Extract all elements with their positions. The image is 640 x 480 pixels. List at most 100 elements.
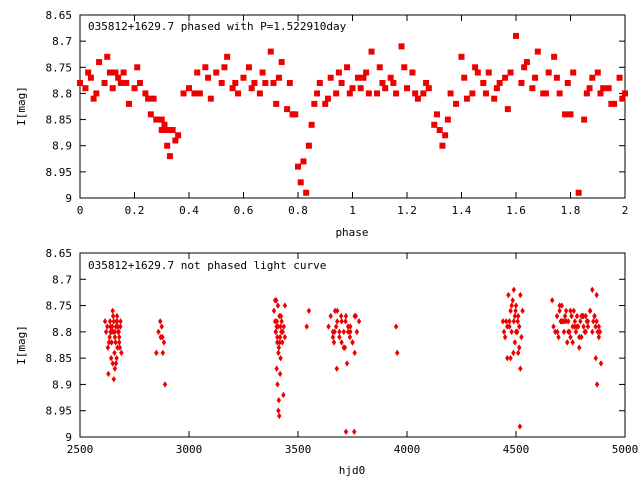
- x-tick-label: 3000: [176, 443, 203, 456]
- data-point: [343, 318, 348, 325]
- data-point: [561, 328, 567, 336]
- data-point: [154, 349, 159, 357]
- data-point: [166, 153, 173, 160]
- plot-frame: [79, 252, 626, 438]
- data-point: [90, 95, 97, 102]
- y-tick-label: 8.9: [52, 140, 72, 153]
- data-point: [282, 302, 288, 309]
- data-point: [376, 64, 383, 71]
- x-tick-label: 0: [77, 204, 84, 217]
- data-point: [581, 312, 586, 320]
- data-point: [509, 302, 514, 309]
- data-point: [278, 312, 284, 320]
- y-tick-label: 8.75: [46, 61, 73, 74]
- data-point: [511, 318, 517, 325]
- unphased-light-curve-chart: 2500 3000 3500 4000 4500 5000 8.65 8.7 8.75 8.8 8.…: [15, 247, 638, 477]
- data-point: [106, 370, 111, 378]
- data-point: [106, 339, 112, 346]
- data-point: [363, 69, 370, 76]
- data-point: [327, 74, 334, 81]
- data-point: [158, 116, 165, 123]
- data-point: [555, 328, 560, 336]
- data-point: [278, 323, 283, 330]
- x-axis-label: hjd0: [339, 464, 366, 477]
- data-point: [567, 111, 574, 118]
- data-point: [160, 349, 166, 357]
- data-point: [554, 312, 560, 320]
- data-point: [278, 59, 285, 66]
- data-point: [605, 85, 612, 92]
- data-point: [506, 291, 511, 299]
- data-point: [365, 90, 372, 97]
- data-point: [205, 74, 212, 81]
- data-point: [93, 90, 100, 97]
- data-point: [622, 90, 628, 97]
- x-tick-label: 1.2: [397, 204, 417, 217]
- data-point: [118, 323, 123, 330]
- data-point: [598, 360, 604, 367]
- data-point: [284, 106, 291, 113]
- data-point: [172, 137, 179, 144]
- data-point: [275, 339, 280, 346]
- data-point: [110, 307, 115, 315]
- data-point: [458, 53, 465, 60]
- data-point: [590, 286, 595, 293]
- data-point: [585, 318, 591, 325]
- x-tick-label: 1.6: [506, 204, 526, 217]
- y-tick-label: 8.85: [46, 352, 73, 365]
- data-point: [113, 339, 118, 346]
- data-point: [116, 328, 122, 336]
- data-point: [102, 318, 108, 325]
- data-point: [551, 53, 558, 60]
- data-point: [485, 69, 492, 76]
- data-point: [398, 43, 405, 50]
- data-point: [303, 189, 310, 196]
- data-point: [503, 318, 509, 325]
- y-tick-label: 8.9: [52, 378, 72, 391]
- data-point: [326, 323, 331, 330]
- data-point: [387, 74, 394, 81]
- data-point: [147, 111, 154, 118]
- data-point: [112, 365, 118, 372]
- data-point: [271, 307, 277, 315]
- data-point: [158, 127, 165, 134]
- data-point: [275, 323, 281, 330]
- data-point: [272, 297, 278, 304]
- data-point: [586, 85, 593, 92]
- data-point: [262, 79, 269, 86]
- data-point: [354, 328, 360, 336]
- data-point: [368, 48, 375, 55]
- phased-light-curve-chart: 0 0.2 0.4 0.6 0.8 1 1.2 1.4 1.6 1.8 2 8.65 8.7 8.75 8.…: [15, 9, 628, 239]
- data-point: [256, 90, 263, 97]
- data-point: [501, 328, 507, 336]
- x-tick-label: 0.2: [125, 204, 145, 217]
- data-point: [594, 291, 599, 299]
- data-point: [581, 323, 586, 330]
- x-tick-label: 4500: [503, 443, 530, 456]
- data-point: [401, 64, 408, 71]
- data-point: [575, 189, 582, 196]
- data-point: [511, 286, 517, 293]
- data-point: [518, 79, 525, 86]
- data-point: [425, 85, 432, 92]
- data-point: [515, 318, 520, 325]
- data-point: [553, 74, 560, 81]
- data-point: [229, 85, 236, 92]
- data-point: [111, 375, 116, 383]
- data-point: [496, 79, 503, 86]
- data-point: [551, 323, 556, 330]
- data-point: [118, 318, 123, 325]
- x-tick-label: 4000: [394, 443, 421, 456]
- data-point: [545, 69, 552, 76]
- data-point: [275, 381, 280, 388]
- data-point: [439, 142, 446, 149]
- data-point: [513, 32, 519, 39]
- data-point: [277, 412, 282, 420]
- data-point: [337, 333, 342, 341]
- data-point: [126, 100, 133, 107]
- data-point: [281, 323, 287, 330]
- chart-title: 035812+1629.7 phased with P=1.522910day: [88, 20, 347, 33]
- data-point: [562, 312, 568, 320]
- data-point: [110, 312, 116, 320]
- data-point: [347, 333, 353, 341]
